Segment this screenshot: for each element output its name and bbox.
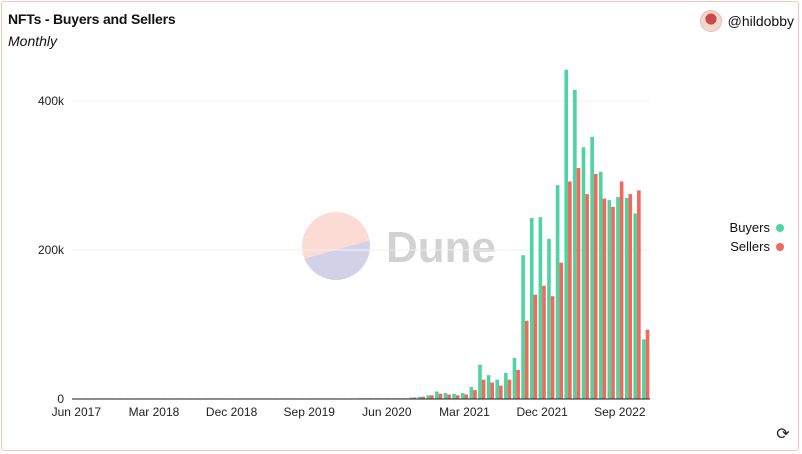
bar-buyers xyxy=(598,171,603,399)
bar-buyers xyxy=(469,387,474,399)
bar-sellers xyxy=(619,181,624,399)
x-tick-label: Sep 2019 xyxy=(284,405,336,419)
bar-buyers xyxy=(417,396,422,399)
x-tick-label: Sep 2022 xyxy=(594,405,646,419)
bar-sellers xyxy=(593,174,598,399)
author-badge[interactable]: @hildobby xyxy=(699,10,794,32)
bar-sellers xyxy=(516,369,520,399)
bar-buyers xyxy=(495,379,500,399)
x-tick-label: Dec 2021 xyxy=(516,405,568,419)
legend-item-buyers[interactable]: Buyers xyxy=(730,218,784,237)
bar-sellers xyxy=(507,379,512,399)
bar-buyers xyxy=(521,255,525,399)
bar-sellers xyxy=(645,329,650,399)
x-tick-label: Jun 2017 xyxy=(52,405,102,419)
bar-buyers xyxy=(538,217,543,399)
bar-buyers xyxy=(478,364,482,399)
dune-watermark: Dune xyxy=(302,212,496,280)
refresh-icon[interactable]: ⟳ xyxy=(776,426,790,443)
legend-item-sellers[interactable]: Sellers xyxy=(730,237,784,256)
bar-sellers xyxy=(438,393,443,399)
x-tick-label: Mar 2021 xyxy=(439,405,490,419)
bar-buyers xyxy=(426,395,431,399)
bar-buyers xyxy=(460,393,465,399)
legend-dot-sellers xyxy=(776,242,784,251)
x-tick-label: Jun 2020 xyxy=(362,405,412,419)
bar-sellers xyxy=(490,382,495,399)
bar-sellers xyxy=(447,394,451,399)
x-tick-label: Dec 2018 xyxy=(206,405,258,419)
bar-sellers xyxy=(499,385,503,399)
y-tick-label: 400k xyxy=(38,94,65,108)
bar-buyers xyxy=(642,339,646,399)
bar-sellers xyxy=(412,397,417,399)
bar-sellers xyxy=(542,285,546,399)
author-name: @hildobby xyxy=(727,13,794,29)
bar-buyers xyxy=(504,372,508,399)
bar-buyers xyxy=(573,89,577,399)
bar-buyers xyxy=(529,217,534,399)
bar-buyers xyxy=(564,69,569,400)
bar-buyers xyxy=(555,185,560,399)
bar-sellers xyxy=(576,168,581,399)
bar-buyers xyxy=(486,375,491,399)
bar-sellers xyxy=(464,394,469,399)
bar-buyers xyxy=(435,391,439,399)
bar-sellers xyxy=(430,395,434,399)
y-tick-label: 0 xyxy=(57,392,64,406)
bar-buyers xyxy=(443,393,448,399)
bar-buyers xyxy=(581,147,586,399)
bar-sellers xyxy=(473,390,477,399)
bar-buyers xyxy=(633,213,638,399)
bar-buyers xyxy=(512,358,517,399)
bar-sellers xyxy=(559,262,564,399)
bar-buyers xyxy=(624,197,629,399)
legend-label-buyers: Buyers xyxy=(729,220,770,235)
bar-buyers xyxy=(547,238,551,399)
bar-sellers xyxy=(533,294,538,399)
bar-buyers xyxy=(409,397,413,399)
bar-sellers xyxy=(611,206,615,399)
watermark-text: Dune xyxy=(386,223,496,272)
chart-subtitle: Monthly xyxy=(8,33,58,49)
bar-buyers xyxy=(607,200,612,399)
avatar xyxy=(699,10,722,32)
bar-sellers xyxy=(455,395,460,399)
bar-buyers xyxy=(616,197,620,399)
bar-sellers xyxy=(421,396,426,399)
bar-sellers xyxy=(524,320,529,399)
x-tick-label: Mar 2018 xyxy=(129,405,180,419)
bar-buyers xyxy=(452,393,456,399)
bar-sellers xyxy=(637,190,641,399)
bar-sellers xyxy=(628,194,633,399)
bar-buyers xyxy=(590,136,594,399)
bar-sellers xyxy=(550,296,555,399)
legend-label-sellers: Sellers xyxy=(730,239,770,254)
bar-sellers xyxy=(585,194,589,399)
legend: Buyers Sellers xyxy=(730,218,784,256)
bar-sellers xyxy=(481,379,486,399)
y-tick-label: 200k xyxy=(38,243,65,257)
bar-sellers xyxy=(602,198,607,399)
bar-sellers xyxy=(568,181,572,399)
legend-dot-buyers xyxy=(776,223,784,232)
chart-title: NFTs - Buyers and Sellers xyxy=(8,11,176,27)
